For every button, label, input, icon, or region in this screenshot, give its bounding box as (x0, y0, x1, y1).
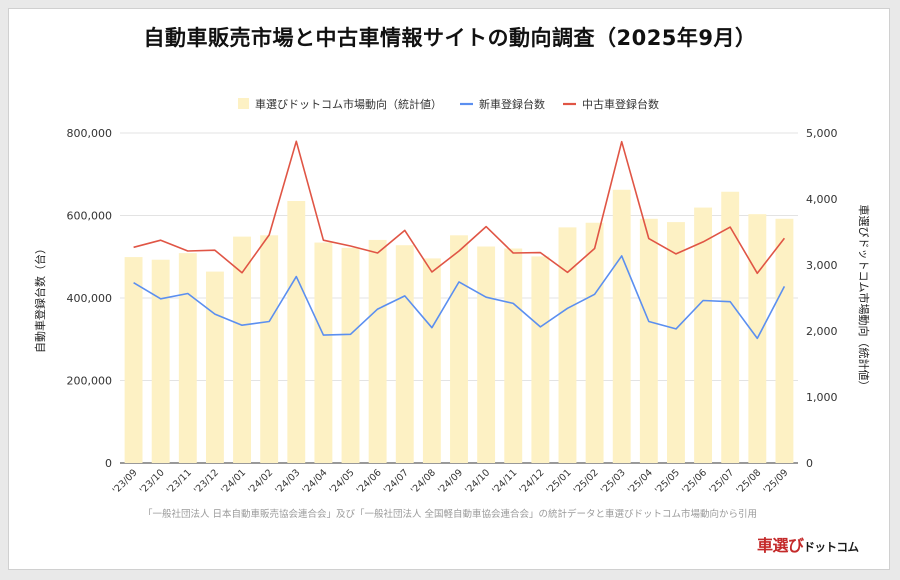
bar (694, 207, 713, 463)
legend-label: 新車登録台数 (479, 97, 545, 111)
bar (151, 259, 170, 463)
bar (124, 257, 143, 463)
x-tick-label: '24/12 (517, 467, 546, 496)
bar (368, 239, 387, 463)
x-tick-label: '24/04 (301, 467, 330, 496)
x-tick-label: '24/10 (463, 467, 492, 496)
line-series (133, 140, 786, 340)
bar (639, 218, 658, 463)
y-left-tick-label: 0 (105, 457, 112, 470)
x-tick-label: '24/07 (382, 467, 411, 496)
x-tick-label: '24/05 (328, 467, 357, 496)
x-tick-label: '25/04 (626, 467, 655, 496)
series-line-1 (133, 255, 786, 340)
y-right-tick-label: 1,000 (806, 391, 838, 404)
bar (504, 248, 523, 463)
y-right-tick-label: 3,000 (806, 259, 838, 272)
x-tick-label: '25/09 (762, 467, 791, 496)
x-tick-label: '24/09 (436, 467, 465, 496)
x-tick-label: '25/02 (572, 467, 601, 496)
x-tick-label: '25/05 (653, 467, 682, 496)
bar (558, 227, 577, 463)
x-tick-label: '24/11 (490, 467, 519, 496)
x-tick-label: '24/02 (246, 467, 275, 496)
x-tick-label: '24/08 (409, 467, 438, 496)
x-tick-label: '23/10 (138, 467, 167, 496)
bar (721, 191, 740, 464)
bar (233, 236, 251, 463)
source-note: 「一般社団法人 日本自動車販売協会連合会」及び「一般社団法人 全国軽自動車協会連… (142, 509, 758, 520)
x-tick-label: '24/03 (273, 467, 302, 496)
y-left-tick-label: 200,000 (67, 375, 113, 388)
logo-main: 車選び (757, 536, 804, 555)
legend-swatch-bar (238, 98, 249, 109)
bar (287, 200, 306, 464)
x-tick-label: '25/03 (599, 467, 628, 496)
x-tick-label: '24/01 (219, 467, 248, 496)
bar (395, 245, 414, 463)
bar-series (124, 189, 794, 464)
bar (775, 218, 794, 463)
y-left-tick-label: 600,000 (67, 210, 113, 223)
y-right-tick-label: 5,000 (806, 127, 838, 140)
bar (531, 256, 550, 463)
x-tick-label: '25/01 (545, 467, 574, 496)
y-left-tick-label: 400,000 (67, 292, 113, 305)
bar (450, 235, 468, 463)
bar (314, 242, 333, 463)
legend-label: 中古車登録台数 (582, 97, 659, 111)
legend: 車選びドットコム市場動向（統計値） 新車登録台数 中古車登録台数 (238, 97, 659, 111)
x-tick-label: '23/12 (192, 467, 221, 496)
y-left-axis-title: 自動車登録台数（台） (33, 243, 47, 353)
logo-sub: ドットコム (803, 540, 860, 554)
bar (477, 246, 496, 463)
y-right-tick-label: 2,000 (806, 325, 838, 338)
bar (178, 253, 197, 463)
bar (585, 222, 604, 463)
x-tick-label: '24/06 (355, 467, 384, 496)
y-right-tick-label: 0 (806, 457, 813, 470)
x-tick-label: '25/06 (680, 467, 709, 496)
series-line-2 (133, 140, 786, 275)
chart-title: 自動車販売市場と中古車情報サイトの動向調査（2025年9月） (143, 26, 757, 50)
brand-logo: 車選びドットコム (757, 532, 859, 556)
x-tick-label: '23/09 (111, 467, 140, 496)
bar (205, 271, 224, 463)
x-tick-label: '23/11 (165, 467, 194, 496)
bar (612, 189, 631, 463)
x-tick-label: '25/08 (734, 467, 763, 496)
legend-label: 車選びドットコム市場動向（統計値） (255, 97, 442, 111)
y-right-axis-title: 車選びドットコム市場動向（統計値） (857, 205, 871, 392)
bar (260, 235, 279, 463)
bar (341, 247, 360, 463)
y-left-tick-label: 800,000 (67, 127, 113, 140)
x-tick-label: '25/07 (707, 467, 736, 496)
bar (667, 222, 685, 463)
bar (422, 258, 441, 463)
y-right-tick-label: 4,000 (806, 193, 838, 206)
